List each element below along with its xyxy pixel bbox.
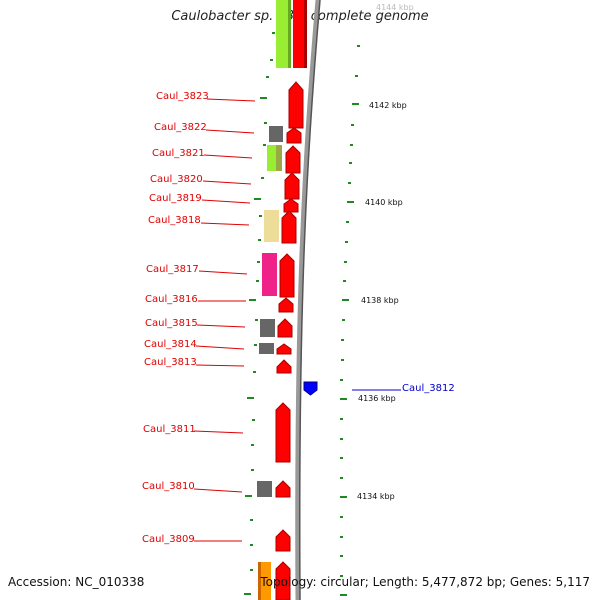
gene-label-caul-3817[interactable]: Caul_3817 — [146, 264, 199, 275]
gene-arrow-caul-3809[interactable] — [275, 529, 291, 552]
gene-label-caul-3810[interactable]: Caul_3810 — [142, 481, 195, 492]
feature-box-lime-3821[interactable] — [267, 145, 276, 171]
feature-box-olive-3821[interactable] — [276, 145, 282, 171]
gene-label-caul-3820[interactable]: Caul_3820 — [150, 174, 203, 185]
genome-backbone — [295, 0, 321, 600]
feature-bar-lime-top-shade — [288, 0, 291, 68]
gene-label-caul-3821[interactable]: Caul_3821 — [152, 148, 205, 159]
gene-label-caul-3815[interactable]: Caul_3815 — [145, 318, 198, 329]
accession-text: Accession: NC_010338 — [8, 575, 145, 589]
topology-text: Topology: circular; Length: 5,477,872 bp… — [260, 575, 590, 589]
gene-arrow-bottom-partial[interactable] — [275, 561, 291, 600]
right-ticks — [340, 45, 360, 596]
gene-arrow-caul-3821[interactable] — [285, 145, 301, 174]
feature-bar-red-top[interactable] — [293, 0, 307, 68]
kbp-label-4136: 4136 kbp — [358, 394, 396, 403]
gene-arrow-caul-3822[interactable] — [286, 127, 302, 144]
gene-arrow-caul-3818[interactable] — [281, 210, 297, 244]
feature-bar-red-top-shade — [304, 0, 307, 68]
genome-backbone-edge — [298, 0, 321, 600]
gene-arrow-caul-3814[interactable] — [276, 343, 292, 355]
feature-box-grey-3814[interactable] — [259, 343, 274, 354]
gene-label-caul-3823[interactable]: Caul_3823 — [156, 91, 209, 102]
gene-label-caul-3813[interactable]: Caul_3813 — [144, 357, 197, 368]
gene-arrow-caul-3816[interactable] — [278, 297, 294, 313]
gene-arrow-caul-3817[interactable] — [279, 253, 295, 298]
gene-arrow-caul-3815[interactable] — [277, 318, 293, 338]
gene-arrow-caul-3810[interactable] — [275, 480, 291, 498]
kbp-label-4140: 4140 kbp — [365, 198, 403, 207]
feature-box-grey-3810[interactable] — [257, 481, 272, 497]
label-leaders — [193, 98, 256, 542]
gene-label-caul-3816[interactable]: Caul_3816 — [145, 294, 198, 305]
gene-arrow-caul-3812[interactable] — [303, 381, 318, 396]
feature-box-orange-bottom[interactable] — [258, 562, 271, 600]
feature-box-pink-3817[interactable] — [262, 253, 277, 296]
kbp-label-4138: 4138 kbp — [361, 296, 399, 305]
feature-bar-lime-top[interactable] — [276, 0, 290, 68]
gene-label-caul-3814[interactable]: Caul_3814 — [144, 339, 197, 350]
feature-box-grey-3815[interactable] — [260, 319, 275, 337]
gene-arrow-caul-3811[interactable] — [275, 402, 291, 463]
gene-label-caul-3822[interactable]: Caul_3822 — [154, 122, 207, 133]
kbp-label-4134: 4134 kbp — [357, 492, 395, 501]
feature-box-grey-3822[interactable] — [269, 126, 283, 142]
left-ticks — [244, 32, 275, 595]
feature-box-orange-bottom-shade — [258, 562, 261, 600]
feature-box-beige-3818[interactable] — [264, 210, 279, 242]
gene-arrow-caul-3820[interactable] — [284, 172, 300, 200]
gene-label-caul-3819[interactable]: Caul_3819 — [149, 193, 202, 204]
gene-label-caul-3812[interactable]: Caul_3812 — [402, 383, 455, 394]
gene-label-caul-3811[interactable]: Caul_3811 — [143, 424, 196, 435]
gene-arrow-caul-3819[interactable] — [283, 198, 299, 213]
gene-label-caul-3818[interactable]: Caul_3818 — [148, 215, 201, 226]
gene-label-caul-3809[interactable]: Caul_3809 — [142, 534, 195, 545]
gene-arrow-caul-3813[interactable] — [276, 359, 292, 374]
kbp-label-4144: 4144 kbp — [376, 3, 414, 12]
kbp-label-4142: 4142 kbp — [369, 101, 407, 110]
gene-arrow-caul-3823[interactable] — [288, 81, 304, 129]
